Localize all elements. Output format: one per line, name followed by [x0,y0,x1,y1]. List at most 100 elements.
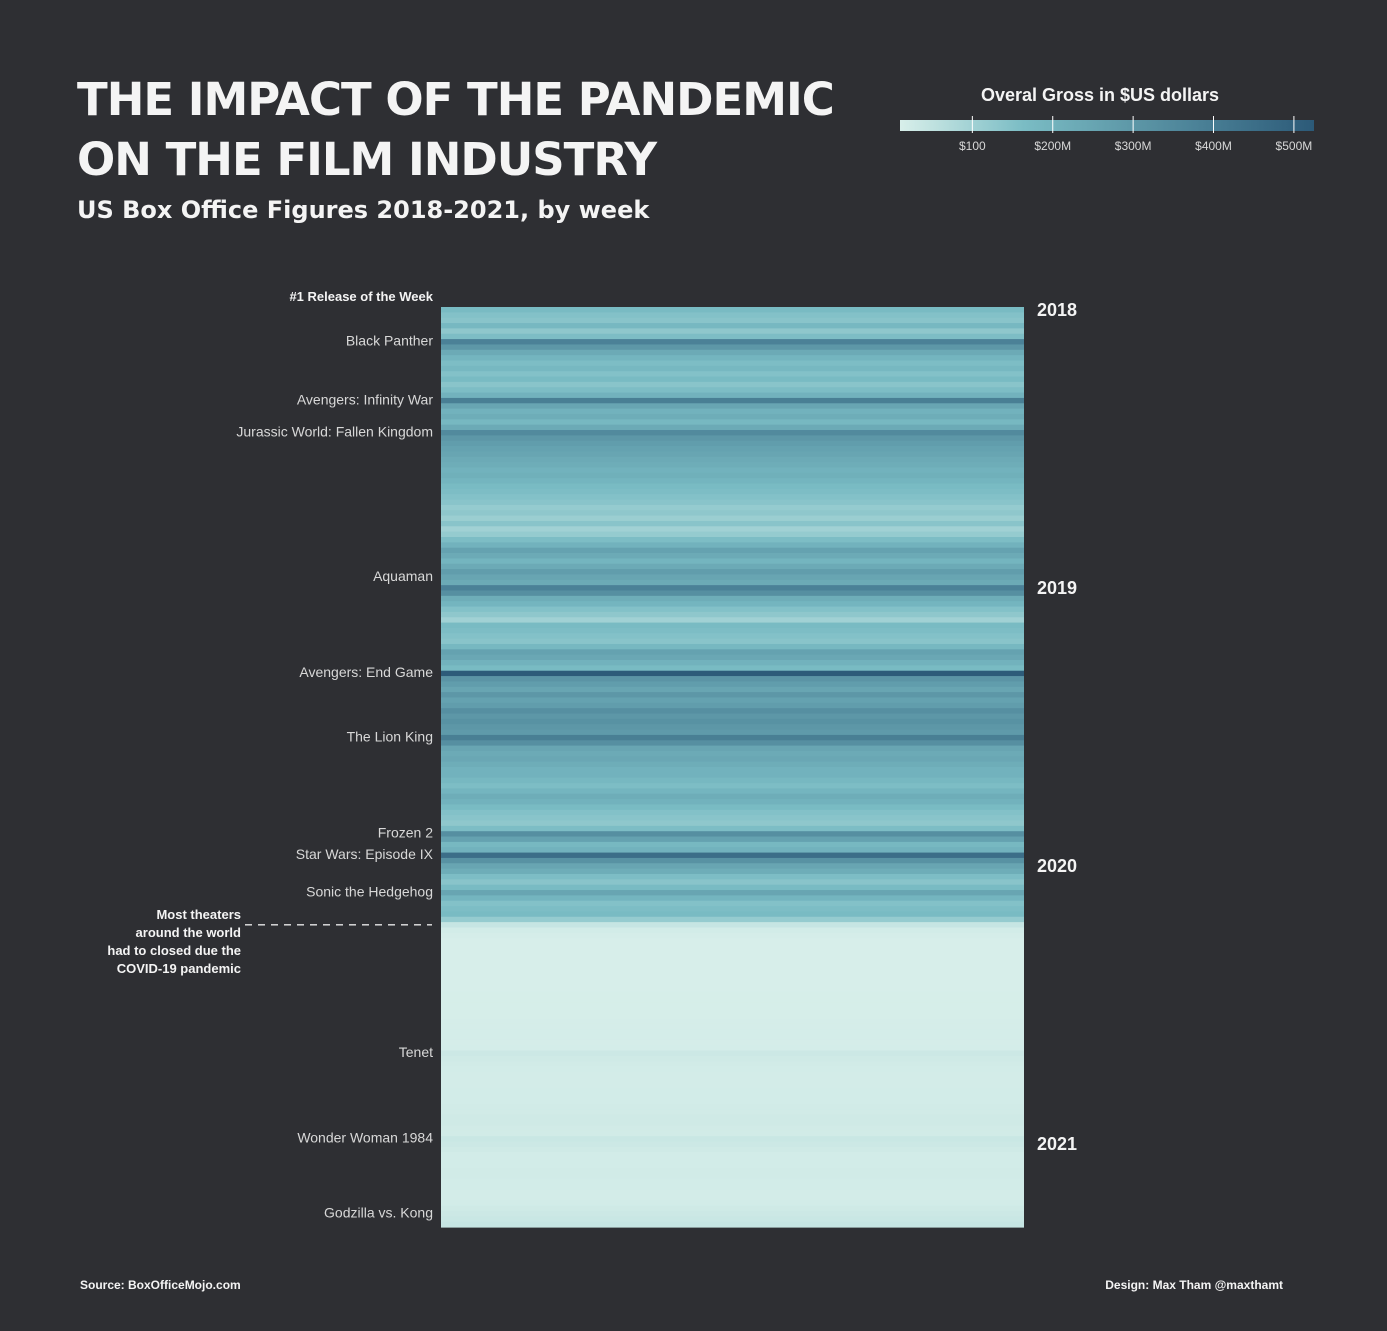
year-label: 2021 [1037,1134,1077,1154]
week-bar [441,397,1024,404]
week-bar [441,799,1024,806]
week-bar [441,499,1024,506]
week-bar [441,1018,1024,1025]
source-credit: Source: BoxOfficeMojo.com [80,1278,241,1292]
week-bar [441,365,1024,372]
week-bar [441,783,1024,789]
release-label: The Lion King [347,728,433,744]
week-bar [441,456,1024,463]
week-bar [441,1173,1024,1180]
release-label: Wonder Woman 1984 [297,1129,433,1145]
week-bar [441,1216,1024,1223]
release-column-header: #1 Release of the Week [289,289,433,304]
week-bar [441,879,1024,886]
week-bar [441,381,1024,388]
week-bar [441,820,1024,827]
annotation-line: had to closed due the [107,943,241,958]
legend-tick-label: $500M [1276,139,1313,153]
week-bar [441,804,1024,811]
week-bar [441,387,1024,394]
week-bar [441,1002,1024,1009]
week-bar [441,1034,1024,1041]
week-bar [441,788,1024,795]
week-bar [441,1120,1024,1126]
week-bar [441,558,1024,565]
release-label: Godzilla vs. Kong [324,1204,433,1220]
week-bar [441,713,1024,720]
week-bar [441,670,1024,677]
week-bar [441,553,1024,559]
week-bar [441,847,1024,854]
week-bar [441,537,1024,543]
week-bar [441,1162,1024,1169]
release-label: Tenet [399,1044,433,1060]
color-legend: $100 $200M $300M $400M $500M [900,116,1314,153]
week-bar [441,1146,1024,1153]
week-bar [441,884,1024,891]
legend-tick-label: $300M [1115,139,1152,153]
week-bar [441,745,1024,752]
page-subtitle: US Box Office Figures 2018-2021, by week [77,196,650,224]
week-bar [441,986,1024,993]
release-label: Sonic the Hedgehog [306,883,433,899]
week-bar [441,890,1024,896]
week-bar [441,906,1024,913]
week-bar [441,349,1024,356]
week-bar [441,595,1024,602]
week-bar [441,376,1024,383]
week-bar [441,328,1024,335]
week-bar [441,809,1024,816]
week-bar [441,660,1024,666]
week-bar [441,756,1024,763]
week-bar [441,1050,1024,1057]
week-bar [441,911,1024,918]
week-bar [441,793,1024,800]
week-bar [441,1200,1024,1207]
year-label: 2018 [1037,300,1077,320]
week-bar [441,1178,1024,1185]
release-label: Star Wars: Episode IX [296,846,434,862]
week-bar [441,975,1024,982]
week-bar [441,932,1024,939]
week-bar [441,430,1024,436]
week-bar [441,467,1024,474]
week-bar [441,1103,1024,1110]
week-bar [441,970,1024,977]
week-bar [441,312,1024,319]
legend-tick-label: $100 [959,139,986,153]
week-bar [441,1136,1024,1143]
week-bar [441,863,1024,870]
week-bar [441,339,1024,346]
week-bar [441,643,1024,650]
week-bar [441,526,1024,533]
week-bar [441,627,1024,634]
week-bar [441,307,1024,313]
week-bar [441,708,1024,715]
week-bar [441,841,1024,848]
week-bar [441,649,1024,656]
week-bar [441,1221,1024,1228]
week-bar [441,435,1024,442]
week-bar [441,488,1024,495]
week-bar [441,815,1024,822]
week-bar [441,1109,1024,1116]
week-bar [441,413,1024,420]
week-bar [441,734,1024,741]
week-bar [441,873,1024,880]
week-bar [441,606,1024,613]
week-bar [441,579,1024,586]
week-bar [441,403,1024,410]
release-label: Avengers: End Game [299,664,433,680]
week-bar [441,1087,1024,1094]
week-bar [441,323,1024,329]
week-bar [441,462,1024,469]
week-bar [441,702,1024,709]
week-bar [441,1125,1024,1132]
week-bar [441,520,1024,527]
week-bar [441,317,1024,324]
year-label: 2020 [1037,856,1077,876]
week-bar [441,1077,1024,1084]
week-bar [441,585,1024,592]
title-line-1: THE IMPACT OF THE PANDEMIC [77,73,835,126]
legend-tick-label: $200M [1034,139,1071,153]
